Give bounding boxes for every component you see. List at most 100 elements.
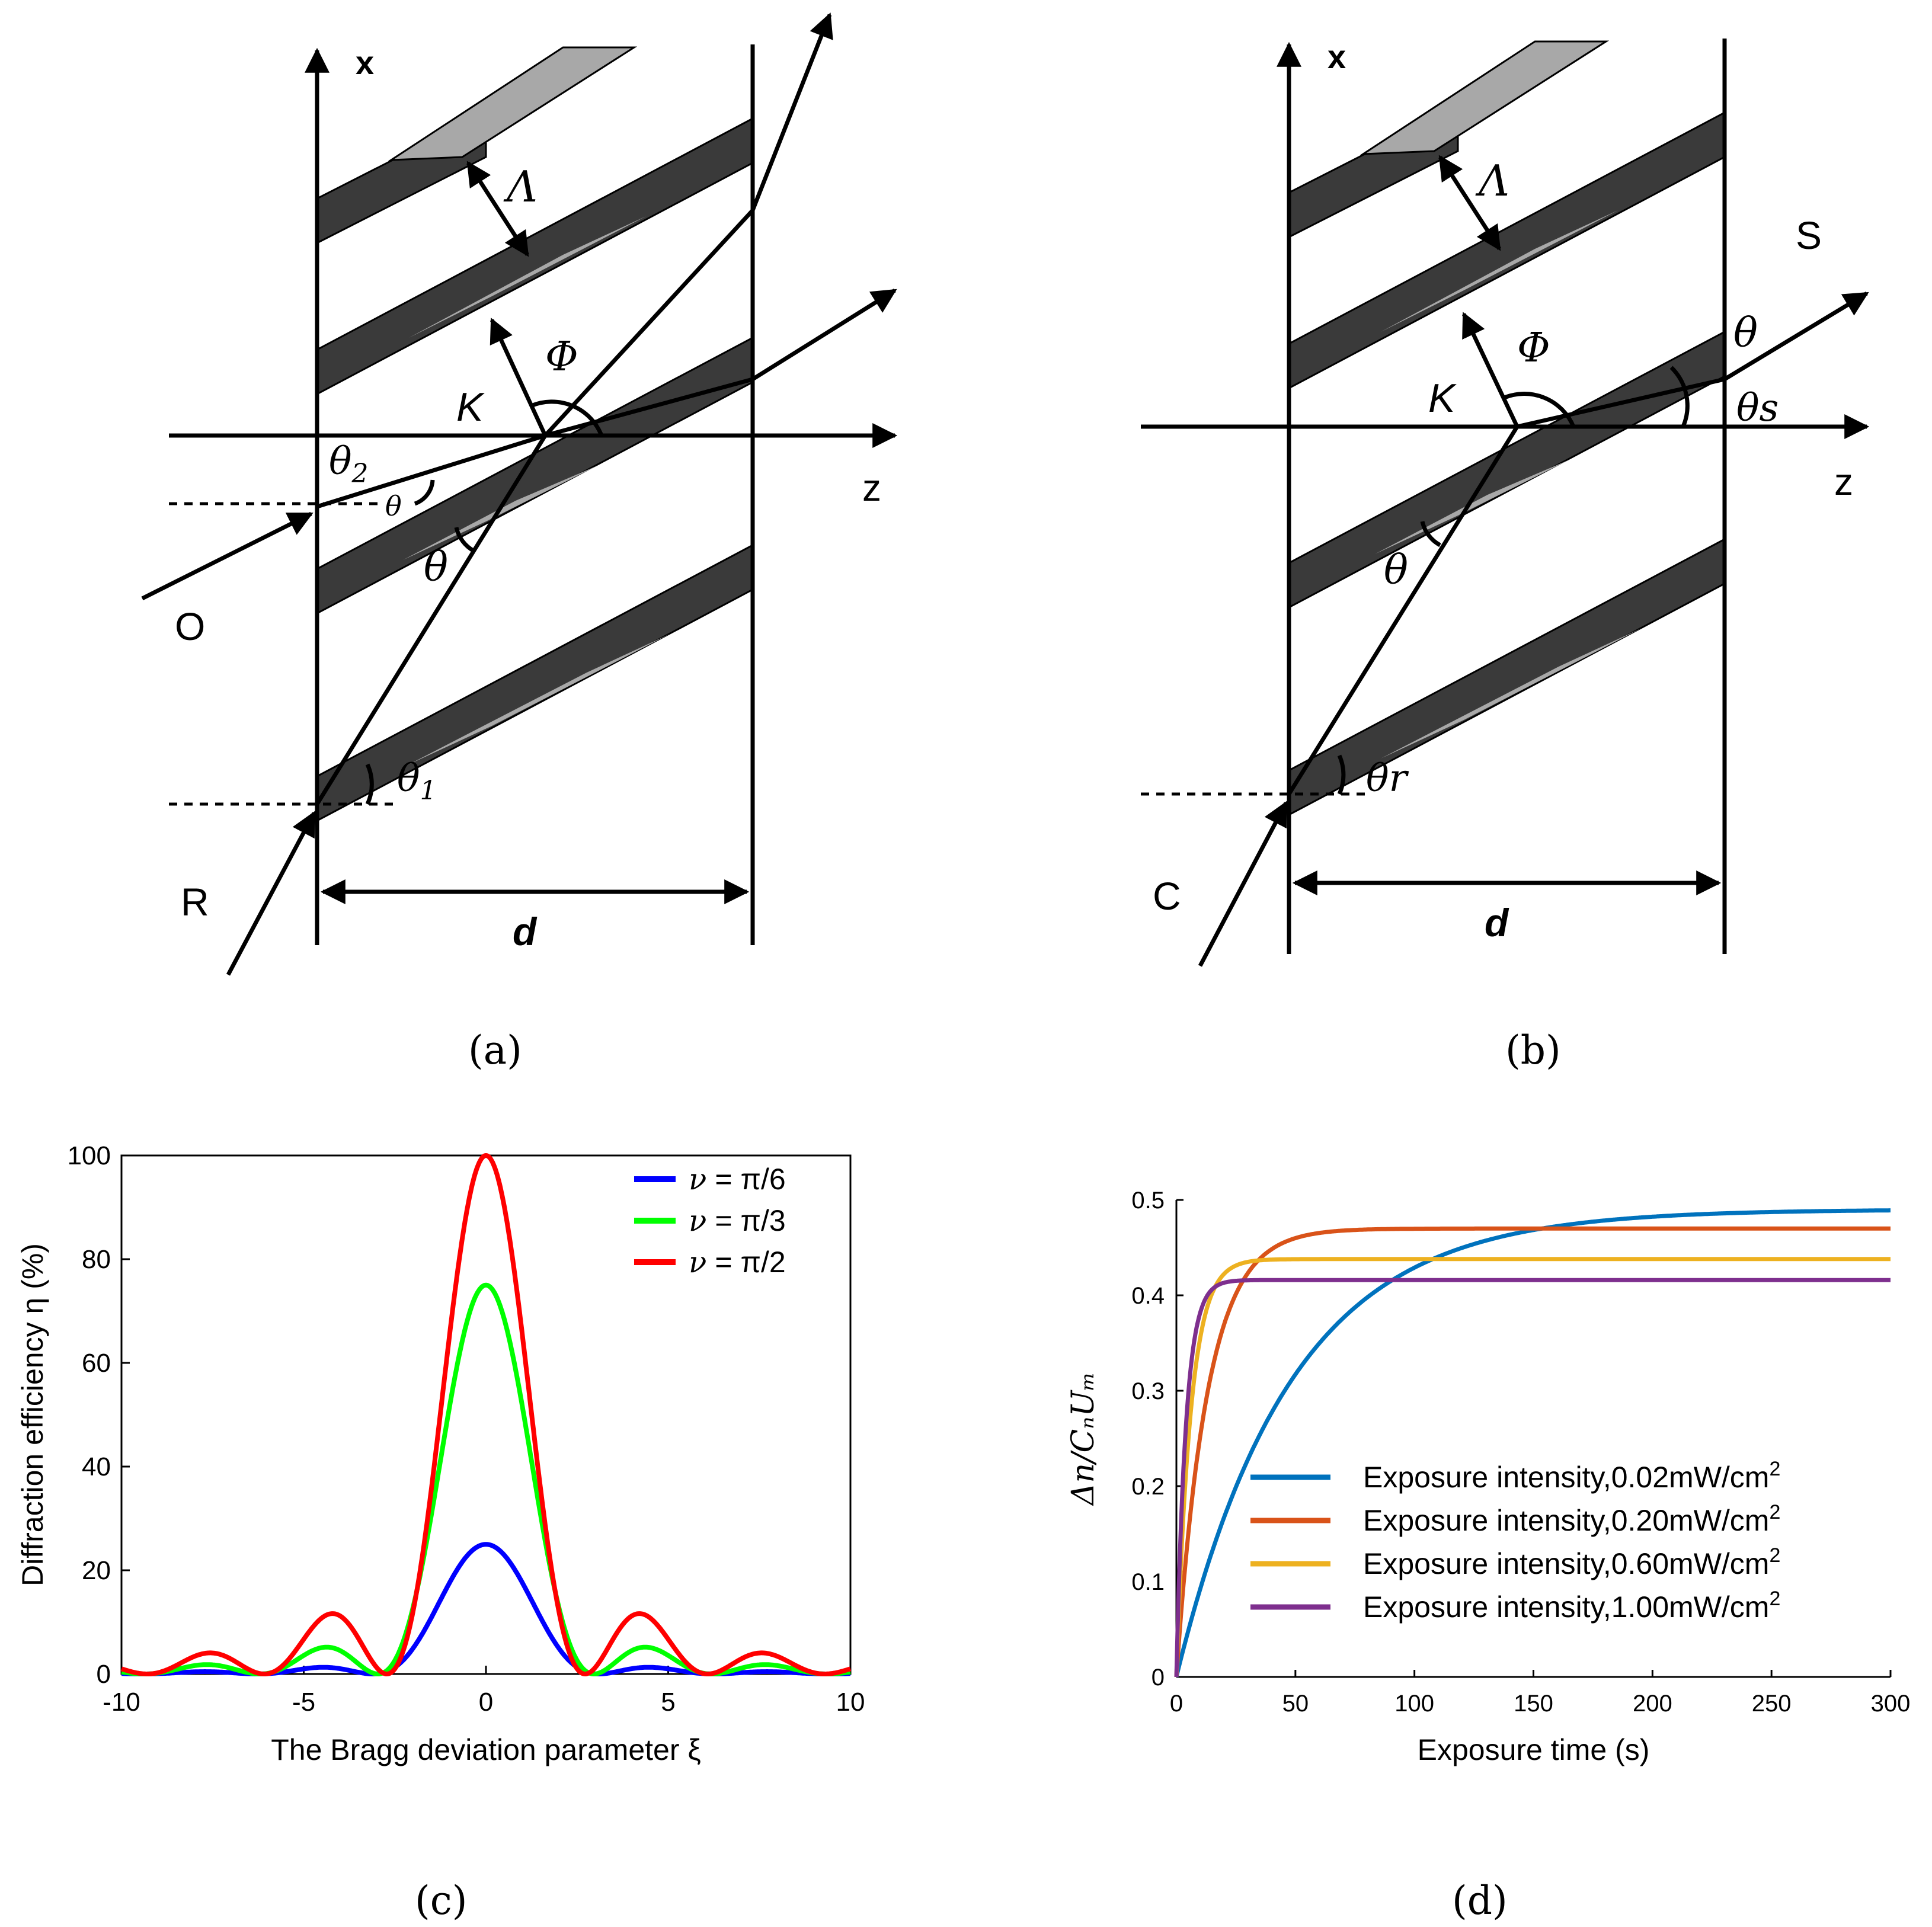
beam-o-out: [751, 289, 897, 381]
label-theta2: θ2: [329, 440, 369, 489]
label-x-axis: x: [356, 44, 374, 81]
label-thickness: d: [513, 910, 538, 953]
label-theta-middle: θ: [424, 544, 448, 591]
legend-label-1: ν = π/6: [689, 1162, 786, 1196]
legend-label-3: ν = π/2: [689, 1245, 786, 1279]
theta1-arc: [365, 763, 374, 805]
label-x-axis: x: [1328, 38, 1346, 75]
chart-d: 0 50 100 150 200 250 300 0 0.1 0.2 0.3 0.4 0.5 Exposu…: [1066, 1187, 1910, 1766]
y-tick-label: 40: [82, 1452, 111, 1481]
beam-c-in: [1198, 801, 1288, 967]
grating-fringe-1-light: [1360, 40, 1610, 155]
label-beam-c: C: [1153, 874, 1181, 918]
x-tick-label: 5: [661, 1688, 675, 1717]
caption-b: (b): [1505, 1027, 1561, 1073]
legend-label-4: Exposure intensity,1.00mW/cm2: [1363, 1587, 1780, 1624]
y-tick-label: 0: [1151, 1664, 1165, 1691]
period-arrow: [1438, 155, 1501, 251]
grating-fringe-3: [316, 336, 754, 615]
label-beam-s: S: [1796, 213, 1822, 257]
panel-b: x z Λ K Φ θ θ θs θr S C d (b): [1141, 38, 1870, 1073]
label-theta-s: θs: [1736, 386, 1779, 430]
x-tick-label: 100: [1394, 1691, 1434, 1717]
grating-fringe-2-light: [409, 216, 646, 338]
x-tick-label: 0: [479, 1688, 493, 1717]
beam-s-inside: [1517, 377, 1725, 429]
y-tick-label: 0.4: [1131, 1283, 1165, 1309]
label-grating-vector: K: [456, 385, 485, 430]
series-line-1: [120, 1542, 852, 1676]
label-phi: Φ: [545, 334, 578, 380]
series-line-2: [1174, 1226, 1892, 1678]
x-tick-label: 300: [1871, 1691, 1911, 1717]
series-line-4: [1174, 1278, 1892, 1678]
grating-fringe-2: [316, 117, 754, 396]
legend-label-2: Exposure intensity,0.20mW/cm2: [1363, 1501, 1780, 1537]
beam-o-after: [545, 377, 753, 438]
label-theta-middle: θ: [1384, 547, 1408, 594]
grating-fringe-4-light: [1381, 628, 1642, 758]
legend-label-3: Exposure intensity,0.60mW/cm2: [1363, 1544, 1780, 1580]
x-tick-label: 200: [1633, 1691, 1672, 1717]
grating-fringe-1-light: [388, 46, 638, 161]
label-beam-r: R: [181, 880, 209, 924]
y-tick-label: 0.2: [1131, 1474, 1165, 1500]
label-theta-out: θ: [1733, 310, 1758, 357]
x-tick-label: 250: [1752, 1691, 1792, 1717]
caption-d: (d): [1452, 1878, 1508, 1923]
theta-arc-middle: [454, 527, 475, 553]
beam-s-out: [1723, 292, 1869, 381]
y-tick-label: 20: [82, 1556, 111, 1585]
y-tick-label: 0: [97, 1660, 111, 1689]
legend-label-1: Exposure intensity,0.02mW/cm2: [1363, 1458, 1780, 1494]
x-axis-label: Exposure time (s): [1418, 1733, 1650, 1766]
theta-s-arc: [1669, 366, 1690, 428]
caption-a: (a): [468, 1027, 522, 1073]
label-theta1: θ1: [397, 757, 437, 806]
grating-fringe-3-light: [403, 465, 599, 560]
label-period: Λ: [1475, 156, 1509, 206]
y-axis-label: Δn/CₙUₘ: [1066, 1372, 1101, 1506]
label-z-axis: z: [862, 466, 881, 509]
label-beam-o: O: [175, 604, 205, 648]
grating-fringe-3: [1288, 330, 1726, 609]
y-tick-label: 80: [82, 1245, 111, 1274]
x-tick-label: 50: [1282, 1691, 1309, 1717]
x-tick-label: -5: [292, 1688, 315, 1717]
beam-c-inside: [1287, 425, 1519, 795]
grating-fringe-2: [1288, 111, 1726, 390]
x-tick-label: 150: [1514, 1691, 1553, 1717]
beam-o-inside: [316, 433, 546, 509]
legend-label-2: ν = π/3: [689, 1203, 786, 1238]
y-tick-label: 0.3: [1131, 1378, 1165, 1404]
theta-r-arc: [1337, 754, 1346, 795]
caption-c: (c): [415, 1878, 467, 1923]
panel-a: x z Λ K Φ θ2 θ θ θ1 O R d (a): [141, 12, 898, 1073]
label-thickness: d: [1485, 901, 1509, 945]
y-tick-label: 100: [68, 1141, 111, 1170]
label-grating-vector: K: [1428, 376, 1457, 421]
beam-r-after: [543, 209, 754, 437]
grating-fringe-2-light: [1381, 210, 1618, 332]
y-tick-label: 0.1: [1131, 1569, 1165, 1595]
x-axis-label: The Bragg deviation parameter ξ: [271, 1733, 701, 1766]
series-line-3: [1174, 1257, 1892, 1678]
period-arrow: [466, 161, 529, 257]
x-tick-label: 10: [836, 1688, 865, 1717]
y-tick-label: 60: [82, 1349, 111, 1378]
grating-fringe-4: [316, 543, 754, 822]
label-phi: Φ: [1517, 325, 1550, 372]
series-line-2: [120, 1282, 852, 1676]
label-theta-r: θr: [1366, 757, 1409, 801]
y-tick-label: 0.5: [1131, 1187, 1165, 1214]
label-z-axis: z: [1834, 460, 1853, 503]
grating-vector-arrow: [490, 318, 548, 437]
x-tick-label: 0: [1170, 1691, 1183, 1717]
theta-arc-upper: [414, 479, 435, 506]
theta-arc-middle: [1420, 521, 1441, 548]
beam-r-in: [226, 811, 316, 976]
x-tick-label: -10: [103, 1688, 140, 1717]
grating-fringe-4-light: [409, 634, 670, 764]
